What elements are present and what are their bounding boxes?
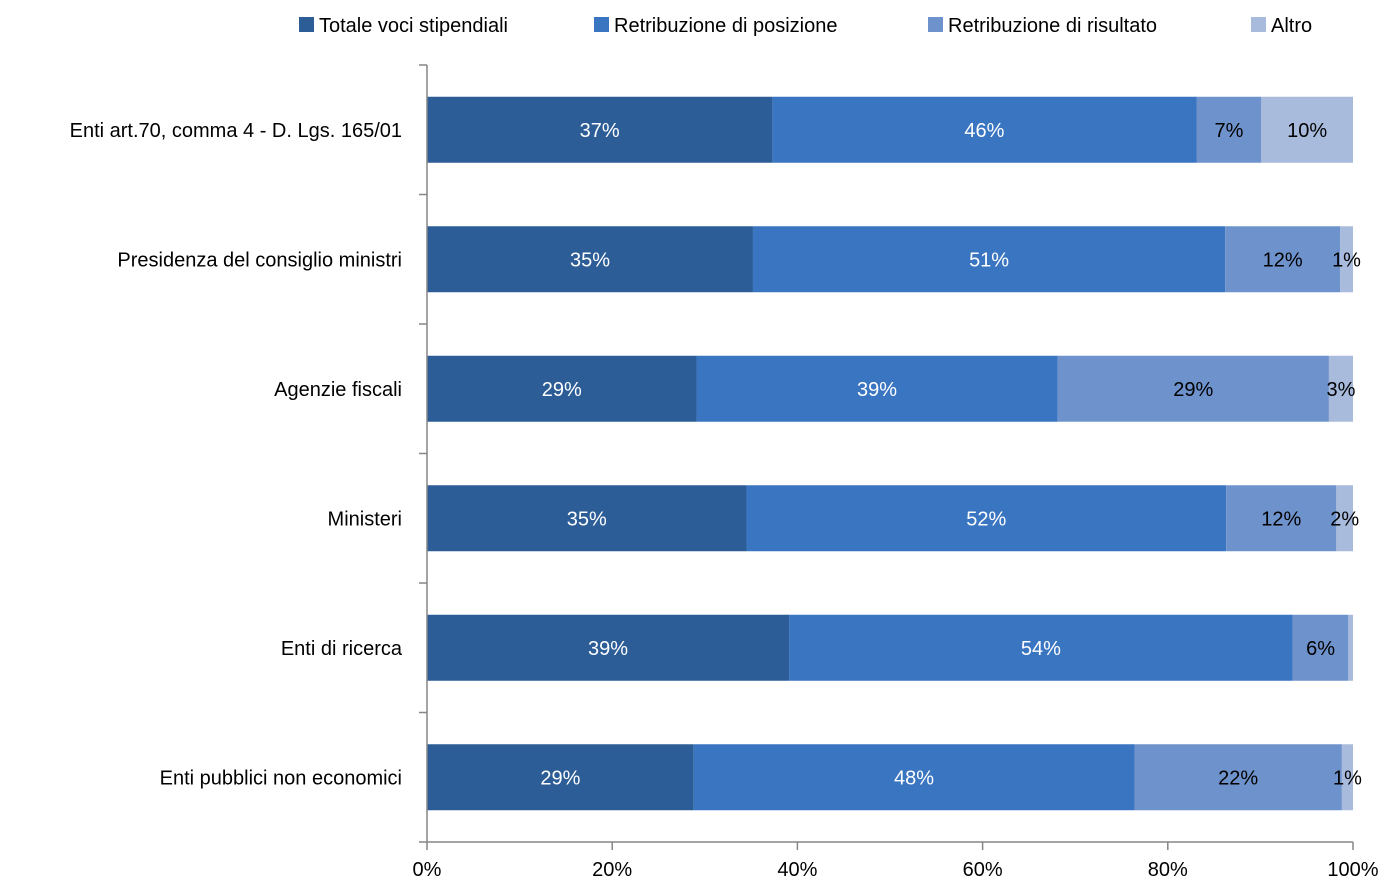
legend-swatch	[299, 17, 314, 32]
bar-segment	[696, 355, 1058, 422]
bar-segment	[746, 485, 1227, 552]
data-label: 52%	[966, 508, 1006, 530]
bar-segment	[1225, 226, 1341, 293]
data-label: 29%	[1173, 379, 1213, 401]
category-label: Agenzie fiscali	[274, 379, 402, 401]
data-label: 37%	[580, 120, 620, 142]
bar-segment	[1134, 744, 1342, 811]
x-tick-label: 40%	[777, 859, 817, 881]
data-label: 35%	[570, 249, 610, 271]
bar-segment	[427, 744, 694, 811]
legend-label: Altro	[1271, 15, 1312, 37]
data-label: 48%	[894, 767, 934, 789]
bar-segment	[1341, 744, 1353, 811]
data-label: 7%	[1214, 120, 1243, 142]
bar-segment	[427, 485, 747, 552]
bar-segment	[1336, 485, 1353, 552]
x-tick-label: 100%	[1327, 859, 1378, 881]
category-label: Enti di ricerca	[281, 638, 403, 660]
bar-segment	[427, 96, 773, 163]
bar-segment	[1196, 96, 1262, 163]
x-tick-label: 20%	[592, 859, 632, 881]
bar-segment	[789, 614, 1293, 681]
bar-segment	[1226, 485, 1337, 552]
legend-label: Totale voci stipendiali	[319, 15, 508, 37]
data-label: 39%	[857, 379, 897, 401]
bar-segment	[427, 614, 790, 681]
category-label: Ministeri	[328, 508, 402, 530]
legend-swatch	[1251, 17, 1266, 32]
legend-label: Retribuzione di posizione	[614, 15, 837, 37]
x-tick-label: 0%	[413, 859, 442, 881]
bar-segment	[1261, 96, 1353, 163]
bars: 37% 46% 7% 10% 35% 51% 12% 1% 29% 39% 29% 3% 35% 52% 1…	[427, 96, 1362, 811]
data-label: 39%	[588, 638, 628, 660]
data-label: 54%	[1021, 638, 1061, 660]
bar-segment	[1057, 355, 1329, 422]
bar-segment	[1348, 614, 1353, 681]
data-label: 22%	[1218, 767, 1258, 789]
bar-segment	[693, 744, 1135, 811]
data-label: 10%	[1287, 120, 1327, 142]
data-label: 46%	[964, 120, 1004, 142]
data-label: 35%	[567, 508, 607, 530]
data-label: 1%	[1332, 249, 1361, 271]
data-label: 29%	[540, 767, 580, 789]
data-label: 3%	[1327, 379, 1356, 401]
bar-segment	[427, 355, 697, 422]
bar-segment	[427, 226, 753, 293]
bar-segment	[1328, 355, 1353, 422]
data-label: 1%	[1333, 767, 1362, 789]
data-label: 2%	[1330, 508, 1359, 530]
x-tick-label: 60%	[963, 859, 1003, 881]
category-label: Enti pubblici non economici	[160, 767, 402, 789]
bar-segment	[1292, 614, 1349, 681]
data-label: 12%	[1263, 249, 1303, 271]
bar-segment	[1340, 226, 1353, 293]
data-label: 12%	[1261, 508, 1301, 530]
data-label: 6%	[1306, 638, 1335, 660]
x-tick-label: 80%	[1148, 859, 1188, 881]
legend: Totale voci stipendiali Retribuzione di p…	[299, 15, 1312, 37]
axes: Enti art.70, comma 4 - D. Lgs. 165/01 Pre…	[70, 64, 1379, 881]
data-label: 29%	[542, 379, 582, 401]
category-label: Enti art.70, comma 4 - D. Lgs. 165/01	[70, 120, 402, 142]
category-label: Presidenza del consiglio ministri	[117, 249, 402, 271]
bar-segment	[752, 226, 1226, 293]
data-label: 51%	[969, 249, 1009, 271]
legend-label: Retribuzione di risultato	[948, 15, 1157, 37]
legend-swatch	[928, 17, 943, 32]
bar-segment	[772, 96, 1197, 163]
legend-swatch	[594, 17, 609, 32]
